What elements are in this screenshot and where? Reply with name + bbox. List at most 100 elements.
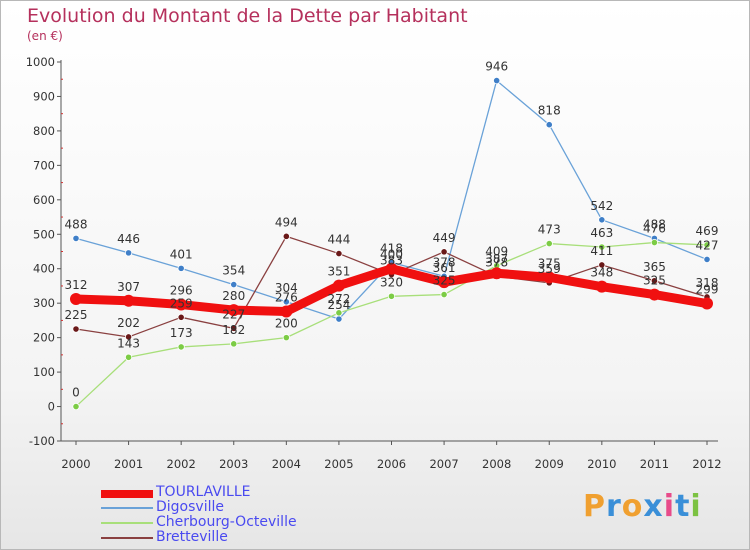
data-label-cherbourg-octeville: 469 [696,224,719,238]
x-tick-label: 2004 [272,457,301,471]
data-label-digosville: 427 [696,238,719,252]
x-tick-label: 2006 [377,457,406,471]
data-label-digosville: 542 [590,199,613,213]
chart-subtitle: (en €) [27,29,63,43]
logo-letter: x [643,489,664,524]
data-point-cherbourg-octeville [335,309,343,317]
data-label-tourlaville: 400 [380,248,403,262]
data-label-cherbourg-octeville: 473 [538,223,561,237]
data-point-cherbourg-octeville [598,243,606,251]
data-label-cherbourg-octeville: 182 [222,323,245,337]
data-label-tourlaville: 312 [65,278,88,292]
data-label-tourlaville: 307 [117,280,140,294]
y-tick-label: 600 [33,193,55,207]
data-label-digosville: 378 [433,255,456,269]
data-point-cherbourg-octeville [703,241,711,249]
x-tick-label: 2009 [535,457,564,471]
logo-letter: t [675,489,691,524]
data-label-tourlaville: 296 [170,284,193,298]
data-point-tourlaville [701,297,713,310]
y-tick-label: 1000 [26,55,55,69]
data-point-digosville [493,77,501,85]
data-point-bretteville [335,249,343,258]
chart-title: Evolution du Montant de la Dette par Hab… [27,5,468,27]
logo-letter: P [583,489,606,524]
data-label-bretteville: 365 [643,260,666,274]
data-label-cherbourg-octeville: 173 [170,326,193,340]
data-label-bretteville: 227 [222,307,245,321]
data-point-cherbourg-octeville [124,353,133,361]
legend-swatch-digosville [101,507,153,509]
data-point-digosville [124,249,133,257]
legend-label-tourlaville: TOURLAVILLE [156,484,251,500]
data-point-cherbourg-octeville [282,334,290,342]
data-label-bretteville: 411 [590,244,613,258]
data-label-bretteville: 259 [170,296,193,310]
data-point-tourlaville [490,267,503,280]
data-point-bretteville [230,324,238,332]
data-label-cherbourg-octeville: 143 [117,336,140,350]
y-tick-label: 100 [33,365,55,379]
data-label-cherbourg-octeville: 325 [433,274,456,288]
legend-label-cherbourg-octeville: Cherbourg-Octeville [156,514,297,530]
data-label-tourlaville: 351 [327,265,350,279]
data-label-digosville: 254 [327,298,350,312]
data-point-tourlaville [332,279,345,292]
x-tick-label: 2001 [114,457,143,471]
data-label-tourlaville: 276 [275,290,298,304]
legend-swatch-cherbourg-octeville [101,522,153,524]
data-point-tourlaville [70,293,82,306]
data-label-bretteville: 383 [380,254,403,268]
x-tick-label: 2003 [219,457,248,471]
data-point-tourlaville [280,305,293,318]
y-tick-label: 300 [33,296,55,310]
data-label-bretteville: 202 [117,316,140,330]
data-label-cherbourg-octeville: 320 [380,275,403,289]
data-point-digosville [598,216,606,224]
data-label-cherbourg-octeville: 476 [643,222,666,236]
data-label-cherbourg-octeville: 463 [590,226,613,240]
data-label-bretteville: 449 [433,231,456,245]
x-tick-label: 2005 [324,457,353,471]
data-label-bretteville: 359 [538,262,561,276]
y-tick-label: 700 [33,158,55,172]
y-tick-label: 800 [33,124,55,138]
data-label-bretteville: 444 [327,233,350,247]
data-point-tourlaville [175,298,188,311]
data-point-tourlaville [122,294,135,307]
data-point-digosville [177,264,185,272]
y-tick-label: 500 [33,227,55,241]
logo-letter: r [606,489,622,524]
x-tick-label: 2011 [640,457,669,471]
data-label-bretteville: 494 [275,215,298,229]
data-point-digosville [545,121,553,129]
data-point-tourlaville [438,276,451,289]
data-point-cherbourg-octeville [72,402,80,411]
data-point-digosville [230,280,238,289]
data-label-bretteville: 225 [65,308,88,322]
data-label-digosville: 946 [485,60,508,74]
data-point-bretteville [440,248,448,256]
data-point-tourlaville [543,271,556,284]
logo-letter: i [690,489,702,524]
x-tick-label: 2008 [482,457,511,471]
data-point-bretteville [598,261,606,269]
data-point-digosville [703,255,711,264]
data-point-bretteville [177,313,185,321]
x-tick-label: 2012 [692,457,721,471]
data-point-cherbourg-octeville [545,239,553,248]
data-point-bretteville [282,232,290,240]
data-label-digosville: 401 [170,247,193,261]
legend-label-digosville: Digosville [156,499,224,515]
data-point-tourlaville [595,280,608,293]
x-tick-label: 2007 [429,457,458,471]
data-label-digosville: 488 [643,217,666,231]
legend-label-bretteville: Bretteville [156,529,228,545]
data-point-cherbourg-octeville [230,340,238,348]
y-tick-label: -100 [29,434,55,448]
logo-letter: o [621,489,644,524]
x-tick-label: 2000 [61,457,90,471]
data-label-bretteville: 318 [696,276,719,290]
data-point-cherbourg-octeville [177,343,185,351]
